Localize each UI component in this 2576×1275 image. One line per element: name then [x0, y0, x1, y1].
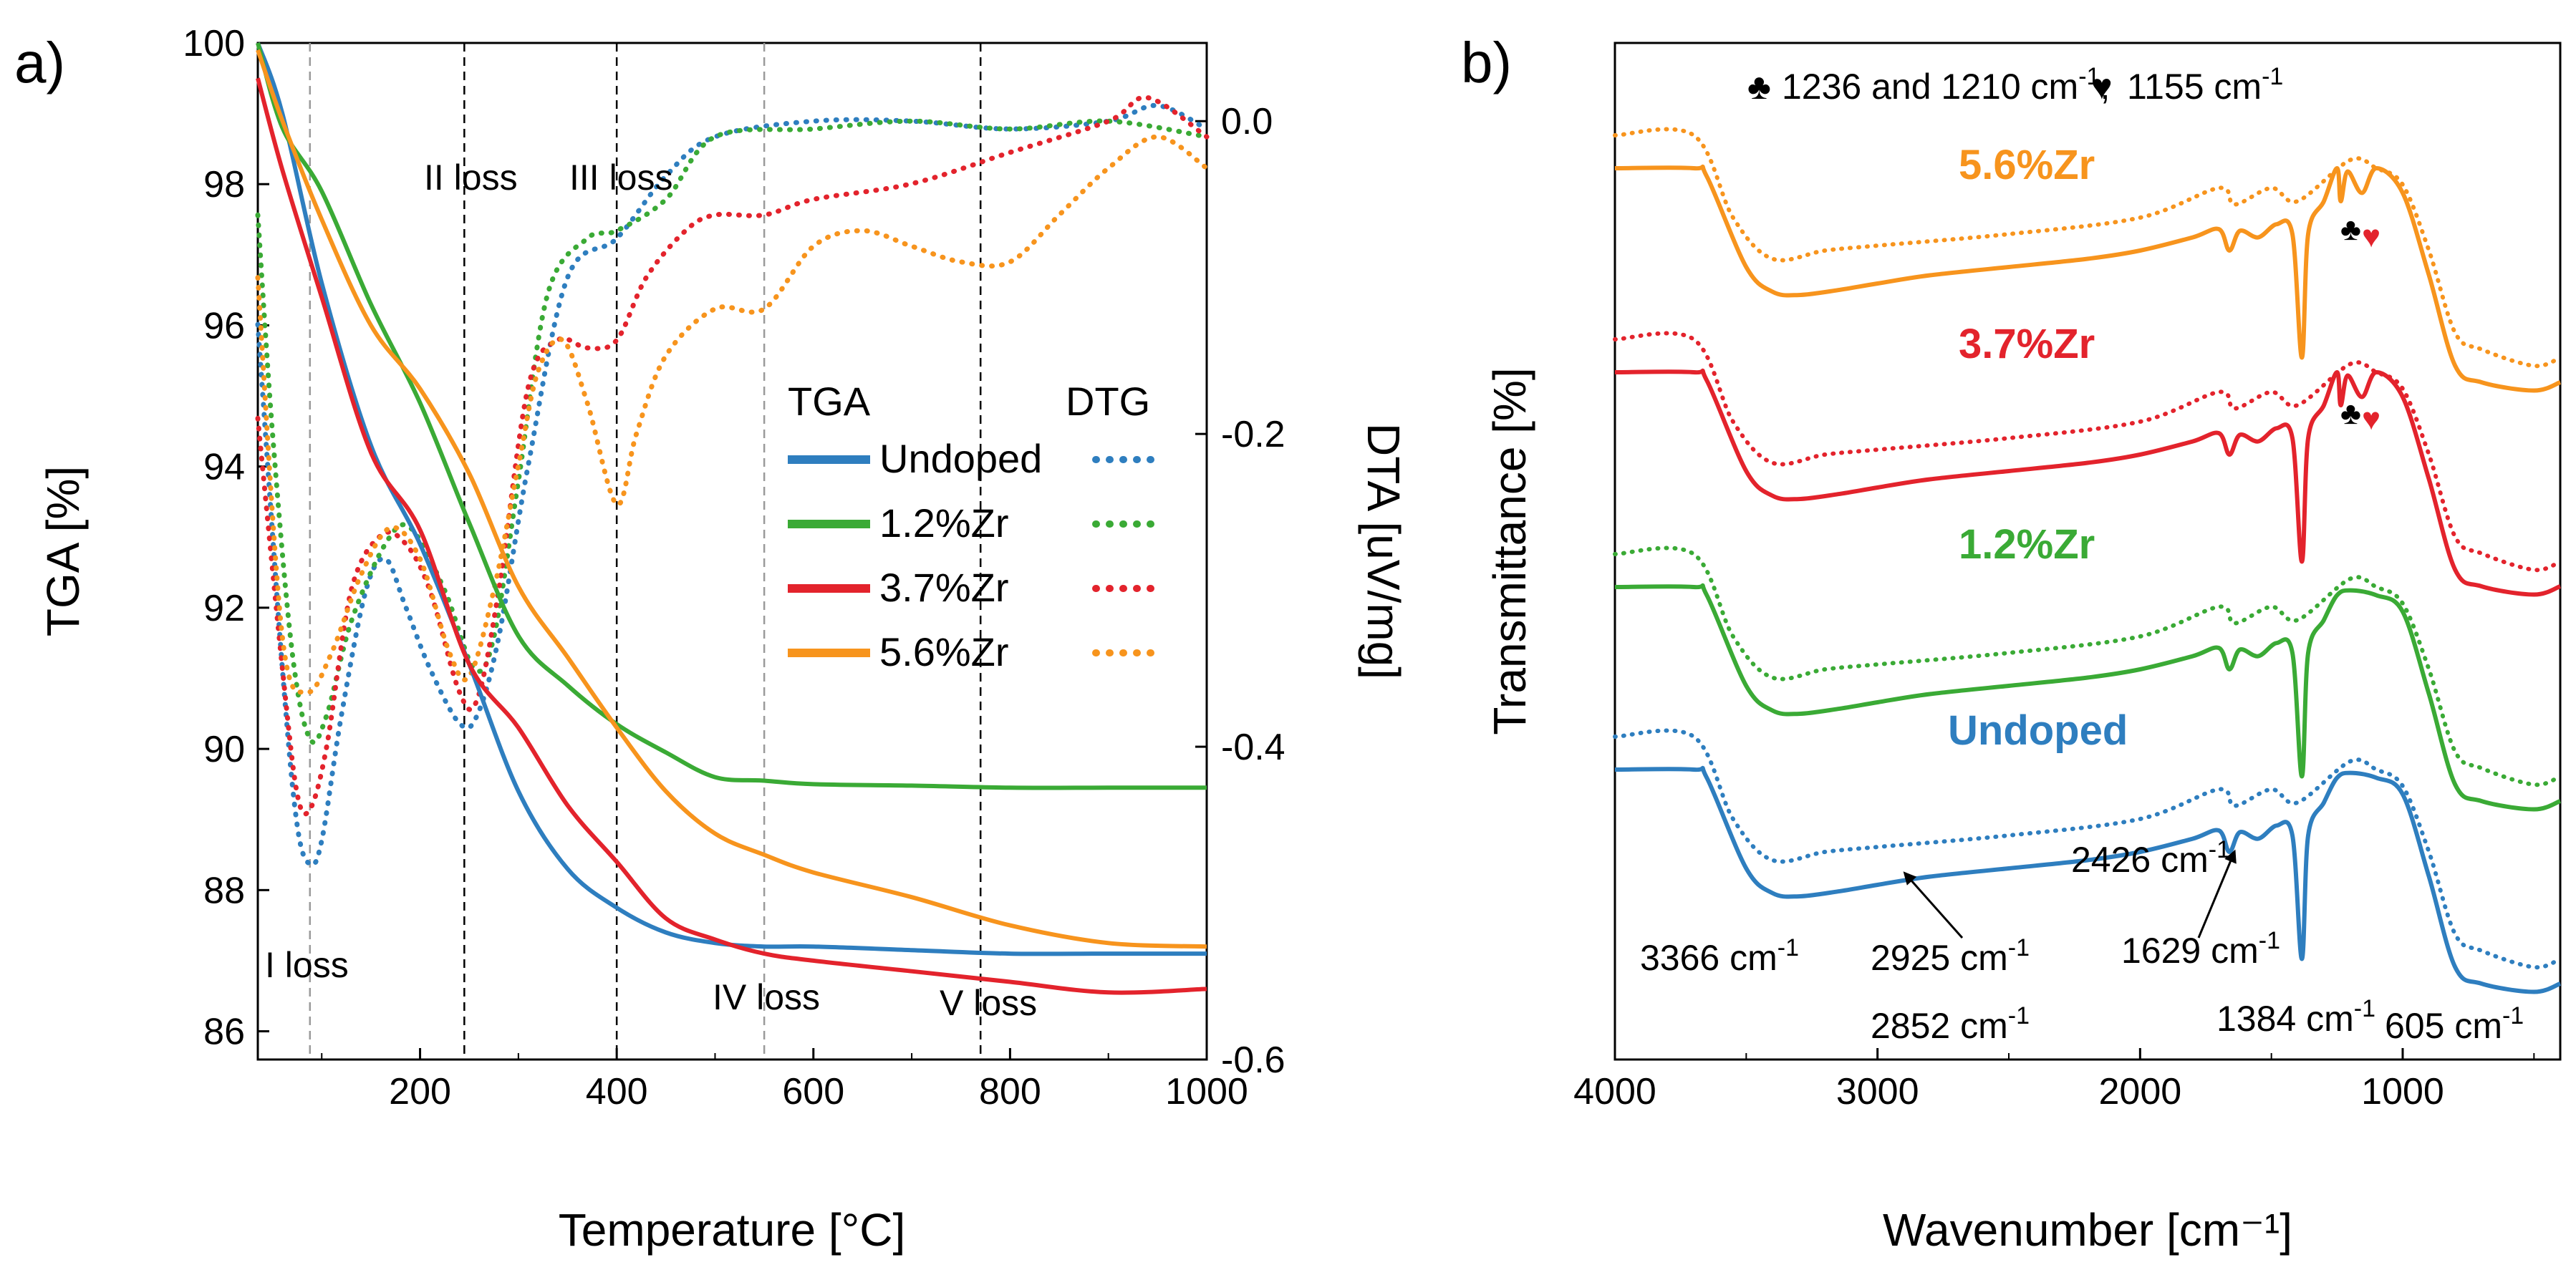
heart-marker-3-7zr: ♥	[2362, 402, 2380, 437]
panel-b-series	[1613, 127, 2562, 994]
x-tick-label: 800	[979, 1071, 1041, 1112]
tga-curve	[256, 42, 1207, 790]
top-annotation: ♣ 1236 and 1210 cm-1; ♥ 1155 cm-1	[1747, 63, 2283, 107]
y-tick-label: 98	[203, 164, 245, 205]
peak-label-2852: 2852 cm-1	[1871, 1002, 2030, 1046]
sample-label-1-2zr: 1.2%Zr	[1959, 521, 2095, 568]
club-text: 1236 and 1210 cm-1;	[1782, 63, 2110, 107]
legend-label: 3.7%Zr	[879, 565, 1009, 610]
legend: TGA DTG Undoped 1.2%Zr 3.7%Zr 5.6%Zr	[788, 379, 1164, 674]
peak-label-1629: 1629 cm-1	[2121, 927, 2280, 971]
loss-label-4: IV loss	[713, 977, 820, 1017]
peak-label-1384: 1384 cm-1	[2216, 995, 2375, 1039]
peak-label-2426: 2426 cm-1	[2071, 836, 2230, 880]
loss-label-1: I loss	[265, 945, 349, 985]
panel-a-ticks: 200 400 600 800 1000 86 88 90 92 94 96 98 100 0.0 -0.2…	[183, 23, 1285, 1112]
x-tick-label: 1000	[2361, 1071, 2444, 1112]
tga-curve	[256, 49, 1207, 949]
y-tick-label: 94	[203, 447, 245, 488]
y-tick-label: 86	[203, 1012, 245, 1053]
ftir-curve	[1614, 765, 2562, 994]
ftir-reference-curve	[1613, 728, 2562, 970]
legend-label: 5.6%Zr	[879, 629, 1009, 674]
heart-text: 1155 cm-1	[2127, 63, 2283, 107]
panel-a: a) 200 400 600 800 1000 86 88 90 92 94 96 98 100 0.0 -…	[14, 23, 1409, 1256]
x-tick-label: 600	[782, 1071, 844, 1112]
y-axis-label-dta: DTA [uV/mg]	[1358, 423, 1409, 679]
y-right-tick-label: -0.4	[1221, 727, 1285, 768]
panel-a-label: a)	[14, 31, 65, 94]
x-axis-label-wavenumber: Wavenumber [cm⁻¹]	[1883, 1204, 2292, 1256]
legend-label: 1.2%Zr	[879, 500, 1009, 546]
club-marker-5-6zr: ♣	[2340, 212, 2361, 247]
dtg-curve	[255, 94, 1210, 817]
x-axis-label-temperature: Temperature [°C]	[559, 1204, 905, 1256]
dtg-curve	[255, 118, 1210, 745]
panel-b-ticks: 4000 3000 2000 1000	[1573, 1048, 2535, 1112]
tga-curve	[256, 42, 1207, 956]
peak-label-605: 605 cm-1	[2385, 1002, 2524, 1046]
y-tick-label: 92	[203, 588, 245, 629]
panel-b-frame	[1613, 42, 2562, 1061]
panel-a-series	[255, 42, 1210, 995]
y-right-tick-label: -0.6	[1221, 1039, 1285, 1081]
y-axis-label-transmittance: Transmittance [%]	[1484, 367, 1535, 735]
sample-label-3-7zr: 3.7%Zr	[1959, 321, 2095, 367]
peak-label-2925: 2925 cm-1	[1871, 934, 2030, 978]
ftir-curve	[1614, 164, 2562, 393]
legend-header-tga: TGA	[788, 379, 871, 424]
y-axis-label-tga: TGA [%]	[37, 466, 89, 636]
ftir-curve	[1614, 583, 2562, 812]
ftir-curve	[1614, 368, 2562, 597]
ftir-reference-curve	[1613, 546, 2562, 787]
dtg-curve	[255, 134, 1210, 695]
sample-label-undoped: Undoped	[1948, 707, 2128, 754]
arrow-1629	[2197, 849, 2237, 939]
y-tick-label: 90	[203, 729, 245, 770]
loss-label-5: V loss	[940, 983, 1037, 1023]
y-tick-label: 96	[203, 305, 245, 346]
dtg-curve	[255, 102, 1210, 868]
club-symbol: ♣	[1747, 67, 1771, 107]
heart-marker-5-6zr: ♥	[2362, 219, 2380, 254]
tga-curve	[256, 77, 1207, 995]
panel-a-frame	[256, 42, 1208, 1061]
heart-symbol: ♥	[2091, 67, 2113, 107]
sample-label-5-6zr: 5.6%Zr	[1959, 142, 2095, 188]
ftir-reference-curve	[1613, 127, 2562, 369]
x-tick-label: 1000	[1165, 1071, 1248, 1112]
club-marker-3-7zr: ♣	[2340, 396, 2361, 431]
legend-header-dtg: DTG	[1066, 379, 1150, 424]
ftir-reference-curve	[1613, 331, 2562, 573]
panel-b-label: b)	[1461, 31, 1512, 94]
loss-lines	[309, 43, 982, 1060]
loss-label-3: III loss	[569, 157, 672, 198]
y-right-tick-label: 0.0	[1221, 101, 1273, 142]
legend-label: Undoped	[879, 436, 1042, 481]
y-tick-label: 88	[203, 870, 245, 911]
loss-label-2: II loss	[424, 157, 518, 198]
panel-b: b) 4000 3000 2000 1000 Wavenumber [cm⁻¹] Tr…	[1461, 31, 2562, 1256]
y-tick-label: 100	[183, 23, 245, 64]
x-tick-label: 2000	[2098, 1071, 2181, 1112]
x-tick-label: 200	[389, 1071, 451, 1112]
y-right-tick-label: -0.2	[1221, 414, 1285, 455]
arrow-2925	[1903, 871, 1964, 939]
x-tick-label: 400	[586, 1071, 648, 1112]
x-tick-label: 4000	[1573, 1071, 1656, 1112]
peak-label-3366: 3366 cm-1	[1640, 934, 1799, 978]
x-tick-label: 3000	[1836, 1071, 1919, 1112]
